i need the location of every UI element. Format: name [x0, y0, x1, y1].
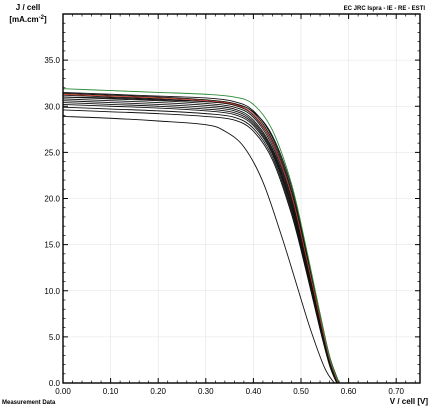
iv-curve-8	[62, 94, 339, 384]
iv-curve-1	[62, 109, 338, 384]
x-tick-label: 0.70	[388, 387, 404, 396]
y-axis-label-unit: [mA.cm	[9, 15, 38, 24]
iv-curve-3	[62, 103, 338, 384]
x-tick-labels: 0.00 0.10 0.20 0.30 0.40 0.50 0.60 0.70	[55, 387, 404, 396]
iv-curve-12	[62, 93, 339, 384]
x-axis-label: V / cell [V]	[390, 397, 429, 406]
y-tick-label: 35.0	[44, 56, 60, 65]
x-tick-label: 0.20	[150, 387, 166, 396]
chart-title: EC JRC Ispra - IE - RE - ESTI	[344, 6, 426, 12]
y-tick-label: 30.0	[44, 102, 60, 111]
y-tick-label: 25.0	[44, 148, 60, 157]
x-tick-label: 0.10	[103, 387, 119, 396]
y-tick-label: 0.0	[49, 379, 61, 388]
grid-lines	[62, 14, 420, 384]
y-tick-label: 15.0	[44, 241, 60, 250]
series-group	[62, 88, 340, 384]
y-axis-label-line2: [mA.cm-2]	[9, 15, 47, 24]
x-tick-label: 0.40	[246, 387, 262, 396]
y-axis-label-exponent: -2	[39, 15, 45, 21]
y-tick-labels: 0.0 5.0 10.0 15.0 20.0 25.0 30.0 35.0	[44, 56, 60, 388]
x-tick-label: 0.30	[198, 387, 214, 396]
iv-curve-13	[62, 88, 340, 384]
x-tick-label: 0.00	[55, 387, 71, 396]
y-axis-label-bracket: ]	[44, 15, 47, 24]
iv-curve-11	[62, 96, 340, 384]
y-axis-label-line1: J / cell	[16, 3, 40, 12]
plot-frame	[62, 13, 421, 384]
iv-curve-2	[62, 106, 338, 384]
y-tick-label: 20.0	[44, 195, 60, 204]
measurement-data-note: Measurement Data	[2, 400, 56, 406]
iv-curve-5	[62, 100, 339, 384]
iv-curve-4	[62, 102, 338, 384]
iv-curve-10	[62, 91, 340, 384]
iv-curve-14	[62, 115, 335, 384]
iv-curve-6	[62, 98, 339, 384]
x-tick-label: 0.60	[341, 387, 357, 396]
iv-curve-7	[62, 96, 339, 384]
y-tick-label: 10.0	[44, 287, 60, 296]
y-tick-label: 5.0	[49, 333, 61, 342]
x-tick-label: 0.50	[293, 387, 309, 396]
iv-curve-9	[62, 92, 340, 384]
